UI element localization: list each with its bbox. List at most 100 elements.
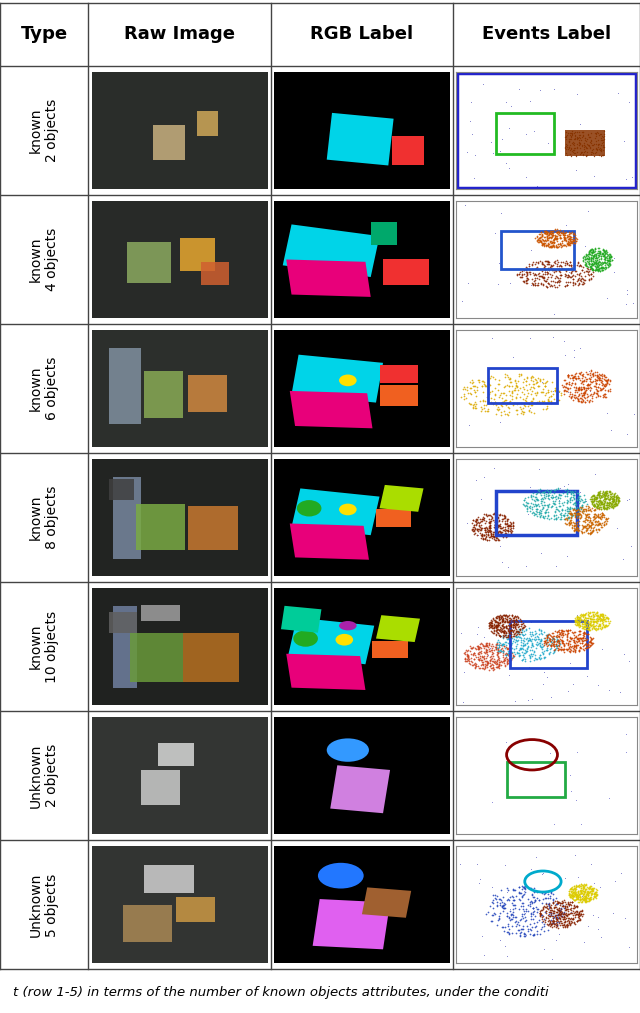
Point	[545, 883, 556, 900]
Point	[495, 628, 506, 644]
Point	[554, 237, 564, 253]
Point	[520, 258, 531, 275]
Point	[520, 905, 531, 921]
Point	[581, 889, 591, 906]
Point	[589, 258, 600, 275]
Point	[524, 261, 534, 278]
Point	[595, 126, 605, 142]
Point	[502, 947, 512, 963]
Point	[469, 378, 479, 394]
Point	[591, 521, 601, 537]
Point	[586, 250, 596, 266]
Point	[594, 517, 604, 533]
Point	[557, 225, 568, 241]
Point	[569, 521, 579, 537]
Point	[597, 128, 607, 144]
Point	[591, 612, 602, 628]
Point	[462, 653, 472, 670]
Point	[469, 522, 479, 538]
Point	[541, 629, 552, 645]
Point	[488, 625, 498, 641]
Point	[563, 381, 573, 397]
Point	[486, 657, 496, 674]
Point	[465, 638, 476, 654]
Point	[506, 626, 516, 642]
Point	[605, 486, 615, 502]
Point	[564, 237, 574, 253]
Point	[607, 493, 617, 510]
Point	[591, 604, 602, 620]
Point	[506, 622, 516, 638]
Point	[557, 898, 568, 914]
Point	[556, 487, 566, 503]
Point	[554, 224, 564, 240]
Point	[567, 259, 577, 276]
Point	[552, 624, 563, 640]
Point	[565, 916, 575, 932]
Point	[578, 127, 588, 143]
Point	[611, 495, 621, 512]
Point	[566, 231, 576, 247]
Point	[572, 614, 582, 630]
Point	[486, 527, 496, 543]
Point	[516, 405, 526, 421]
Point	[561, 917, 571, 933]
Point	[609, 498, 620, 515]
Point	[547, 919, 557, 935]
Point	[484, 523, 494, 539]
Point	[573, 913, 583, 929]
Point	[577, 630, 588, 646]
Point	[541, 903, 552, 919]
Point	[553, 633, 563, 649]
Point	[588, 367, 598, 383]
Point	[582, 136, 592, 152]
Point	[463, 648, 473, 665]
Point	[508, 633, 518, 649]
Point	[525, 614, 536, 630]
Point	[570, 640, 580, 656]
Point	[579, 373, 589, 389]
Point	[562, 492, 572, 509]
Point	[569, 379, 579, 395]
Point	[531, 899, 541, 915]
Point	[544, 646, 554, 663]
Point	[518, 901, 528, 917]
Point	[499, 522, 509, 538]
Point	[497, 637, 508, 653]
Point	[572, 231, 582, 247]
Point	[570, 376, 580, 392]
Point	[584, 245, 595, 261]
Point	[472, 640, 483, 656]
Point	[484, 641, 494, 657]
Point	[564, 515, 575, 531]
Point	[501, 155, 511, 171]
Point	[530, 278, 540, 294]
Point	[535, 651, 545, 668]
Point	[532, 651, 542, 668]
Point	[460, 651, 470, 668]
Point	[537, 267, 547, 284]
Point	[533, 621, 543, 637]
Point	[538, 265, 548, 282]
Point	[502, 527, 512, 543]
Point	[463, 650, 474, 667]
Point	[499, 393, 509, 409]
Point	[589, 248, 600, 264]
Point	[554, 910, 564, 926]
Point	[563, 375, 573, 391]
Point	[490, 380, 500, 396]
Point	[559, 638, 569, 654]
Point	[513, 645, 524, 661]
Point	[500, 623, 511, 639]
Point	[465, 113, 476, 130]
Point	[583, 887, 593, 904]
Point	[508, 617, 518, 633]
Point	[583, 885, 593, 902]
Point	[544, 254, 554, 270]
Point	[543, 135, 553, 151]
Point	[549, 634, 559, 650]
Point	[504, 891, 514, 908]
Point	[511, 632, 521, 648]
Point	[562, 277, 572, 293]
Point	[570, 384, 580, 400]
